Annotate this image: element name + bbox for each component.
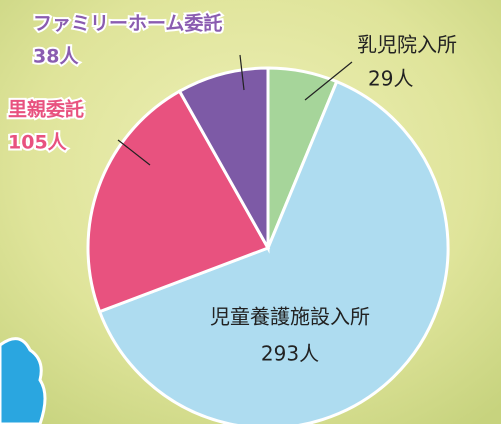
- page: 乳児院入所 29人児童養護施設入所 293人 里親委託 105人 ファミリーホーム委託 38…: [0, 0, 501, 424]
- category-label: 里親委託: [8, 98, 84, 121]
- category-label: ファミリーホーム委託: [33, 12, 222, 35]
- value-label: 29人: [368, 67, 413, 91]
- value-label: 38人: [33, 46, 79, 68]
- chart: 乳児院入所 29人児童養護施設入所 293人 里親委託 105人 ファミリーホーム委託 38…: [0, 0, 501, 424]
- category-label: 児童養護施設入所: [210, 305, 370, 329]
- category-label: 乳児院入所: [357, 33, 457, 57]
- value-label: 105人: [8, 132, 68, 154]
- value-label: 293人: [261, 342, 319, 366]
